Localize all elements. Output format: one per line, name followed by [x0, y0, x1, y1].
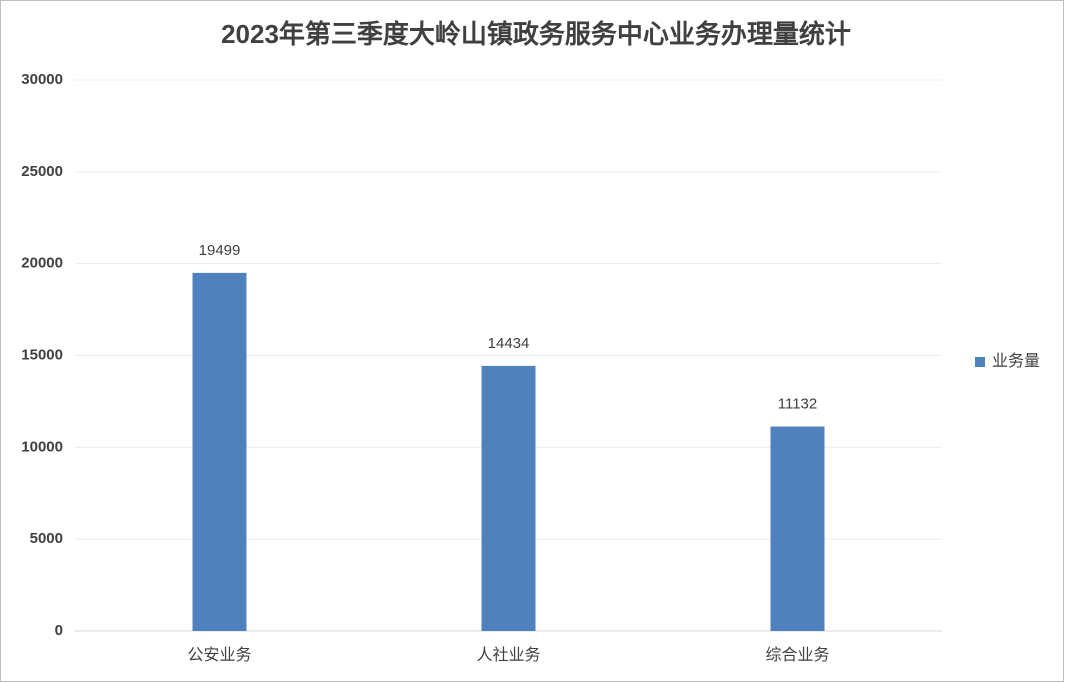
data-label: 19499	[199, 242, 241, 259]
data-label: 14434	[488, 335, 530, 352]
bar	[770, 426, 825, 631]
y-tick-label: 20000	[21, 255, 63, 272]
legend-label: 业务量	[992, 352, 1040, 370]
y-tick-label: 25000	[21, 163, 63, 180]
x-tick-label: 公安业务	[187, 646, 251, 664]
y-tick-label: 30000	[21, 71, 63, 88]
y-tick-label: 0	[55, 622, 63, 639]
legend-swatch	[975, 357, 985, 367]
y-tick-label: 10000	[21, 438, 63, 455]
data-label: 11132	[778, 396, 818, 413]
x-tick-label: 人社业务	[476, 646, 540, 664]
y-tick-label: 5000	[30, 530, 63, 547]
x-tick-label: 综合业务	[765, 646, 829, 664]
y-tick-label: 15000	[21, 346, 63, 363]
bar	[192, 272, 247, 631]
bar	[481, 365, 536, 631]
chart-title: 2023年第三季度大岭山镇政务服务中心业务办理量统计	[221, 19, 851, 49]
